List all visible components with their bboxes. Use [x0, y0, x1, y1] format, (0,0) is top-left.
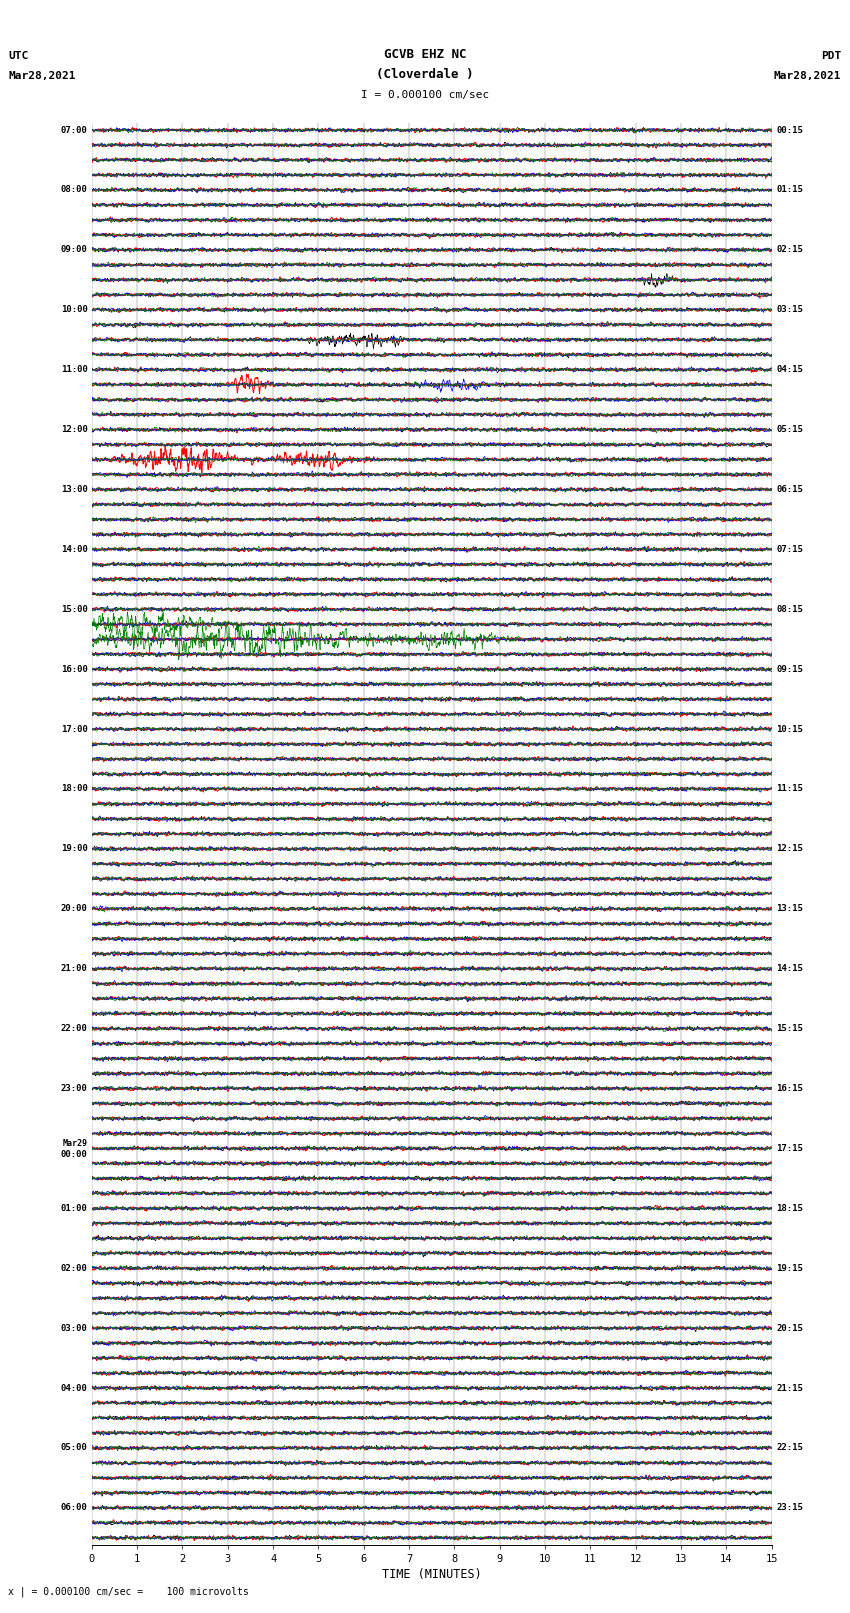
Text: 20:15: 20:15: [776, 1324, 803, 1332]
Text: x | = 0.000100 cm/sec =    100 microvolts: x | = 0.000100 cm/sec = 100 microvolts: [8, 1586, 249, 1597]
Text: 23:15: 23:15: [776, 1503, 803, 1513]
Text: 15:00: 15:00: [60, 605, 88, 615]
Text: 13:00: 13:00: [60, 486, 88, 494]
Text: 12:00: 12:00: [60, 426, 88, 434]
Text: 21:15: 21:15: [776, 1384, 803, 1392]
Text: 09:15: 09:15: [776, 665, 803, 674]
Text: 06:15: 06:15: [776, 486, 803, 494]
Text: Mar28,2021: Mar28,2021: [774, 71, 842, 81]
Text: 08:00: 08:00: [60, 185, 88, 195]
Text: PDT: PDT: [821, 52, 842, 61]
Text: 09:00: 09:00: [60, 245, 88, 255]
Text: 03:00: 03:00: [60, 1324, 88, 1332]
Text: 00:15: 00:15: [776, 126, 803, 134]
Text: 00:00: 00:00: [60, 1150, 88, 1160]
Text: 06:00: 06:00: [60, 1503, 88, 1513]
Text: 11:00: 11:00: [60, 365, 88, 374]
Text: 18:00: 18:00: [60, 784, 88, 794]
Text: 02:15: 02:15: [776, 245, 803, 255]
Text: 01:00: 01:00: [60, 1203, 88, 1213]
Text: 05:00: 05:00: [60, 1444, 88, 1452]
Text: 19:00: 19:00: [60, 844, 88, 853]
Text: (Cloverdale ): (Cloverdale ): [377, 68, 473, 81]
Text: 05:15: 05:15: [776, 426, 803, 434]
Text: 12:15: 12:15: [776, 844, 803, 853]
Text: UTC: UTC: [8, 52, 29, 61]
Text: 08:15: 08:15: [776, 605, 803, 615]
Text: 14:15: 14:15: [776, 965, 803, 973]
Text: Mar29: Mar29: [63, 1139, 88, 1148]
Text: 01:15: 01:15: [776, 185, 803, 195]
Text: 03:15: 03:15: [776, 305, 803, 315]
Text: 22:15: 22:15: [776, 1444, 803, 1452]
Text: 23:00: 23:00: [60, 1084, 88, 1094]
Text: 04:00: 04:00: [60, 1384, 88, 1392]
Text: 07:15: 07:15: [776, 545, 803, 553]
Text: 16:00: 16:00: [60, 665, 88, 674]
Text: 22:00: 22:00: [60, 1024, 88, 1032]
Text: Mar28,2021: Mar28,2021: [8, 71, 76, 81]
Text: I = 0.000100 cm/sec: I = 0.000100 cm/sec: [361, 90, 489, 100]
Text: 18:15: 18:15: [776, 1203, 803, 1213]
X-axis label: TIME (MINUTES): TIME (MINUTES): [382, 1568, 482, 1581]
Text: 15:15: 15:15: [776, 1024, 803, 1032]
Text: 21:00: 21:00: [60, 965, 88, 973]
Text: 02:00: 02:00: [60, 1263, 88, 1273]
Text: 11:15: 11:15: [776, 784, 803, 794]
Text: 10:00: 10:00: [60, 305, 88, 315]
Text: GCVB EHZ NC: GCVB EHZ NC: [383, 48, 467, 61]
Text: 04:15: 04:15: [776, 365, 803, 374]
Text: 16:15: 16:15: [776, 1084, 803, 1094]
Text: 10:15: 10:15: [776, 724, 803, 734]
Text: 13:15: 13:15: [776, 905, 803, 913]
Text: 14:00: 14:00: [60, 545, 88, 553]
Text: 17:00: 17:00: [60, 724, 88, 734]
Text: 07:00: 07:00: [60, 126, 88, 134]
Text: 19:15: 19:15: [776, 1263, 803, 1273]
Text: 17:15: 17:15: [776, 1144, 803, 1153]
Text: 20:00: 20:00: [60, 905, 88, 913]
